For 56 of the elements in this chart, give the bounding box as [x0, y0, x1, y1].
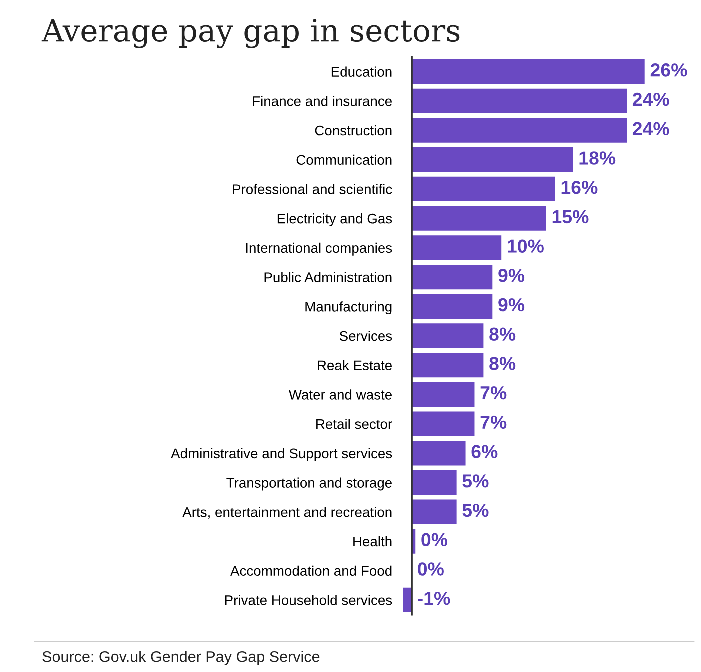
data-label: 26%: [650, 64, 688, 77]
bar: [412, 353, 484, 378]
data-label: 16%: [562, 180, 598, 194]
bar: [412, 118, 628, 143]
data-label: 7%: [480, 386, 507, 400]
y-tick-label: Communication: [296, 154, 392, 166]
data-label: -1%: [418, 592, 450, 606]
data-label: 24%: [632, 92, 670, 106]
chart-title: Average pay gap in sectors: [42, 19, 460, 48]
y-tick-label: Finance and insurance: [253, 96, 392, 106]
bar: [412, 59, 645, 84]
data-label: 9%: [498, 298, 525, 312]
y-tick-label: International companies: [246, 242, 392, 256]
data-label: 0%: [418, 562, 444, 576]
data-label: 9%: [498, 269, 525, 282]
y-tick-label: Public Administration: [264, 272, 392, 282]
y-tick-label: Private Household services: [225, 595, 392, 606]
y-tick-label: Administrative and Support services: [171, 448, 392, 462]
y-tick-label: Professional and scientific: [233, 184, 392, 194]
y-tick-label: Water and waste: [288, 390, 392, 400]
y-tick-label: Health: [354, 536, 392, 547]
bar: [412, 382, 475, 408]
data-label: 5%: [462, 504, 489, 518]
bar: [412, 324, 484, 348]
bar: [412, 412, 475, 436]
y-tick-label: Electricity and Gas: [278, 214, 392, 226]
y-tick-label: Construction: [315, 125, 392, 136]
y-tick-label: Arts, entertainment and recreation: [182, 507, 392, 519]
y-tick-label: Retail sector: [316, 419, 392, 430]
bar: [412, 236, 502, 260]
bar: [412, 294, 493, 319]
data-label: 18%: [580, 152, 616, 165]
y-tick-label: Services: [340, 330, 392, 342]
data-label: 10%: [508, 240, 544, 253]
data-label: 8%: [490, 328, 516, 342]
bar: [412, 500, 457, 524]
y-tick-label: Accommodation and Food: [230, 566, 392, 576]
data-label: 8%: [490, 357, 516, 370]
bar: [412, 441, 466, 466]
y-tick-label: Manufacturing: [306, 302, 392, 315]
data-label: 5%: [462, 474, 489, 488]
data-label: 7%: [480, 416, 507, 430]
data-label: 15%: [552, 210, 589, 224]
y-tick-label: Transportation and storage: [226, 478, 392, 491]
bar: [412, 264, 493, 290]
data-label: 0%: [422, 533, 448, 547]
bar: [412, 206, 546, 231]
y-tick-label: Reak Estate: [318, 360, 392, 371]
source-note: Source: Gov.uk Gender Pay Gap Service: [42, 651, 320, 666]
bar: [412, 470, 457, 496]
bar: [412, 148, 574, 172]
data-label: 24%: [632, 122, 670, 136]
bar: [412, 88, 628, 114]
bar: [412, 176, 556, 202]
y-tick-label: Education: [332, 66, 392, 77]
data-label: 6%: [472, 445, 498, 458]
